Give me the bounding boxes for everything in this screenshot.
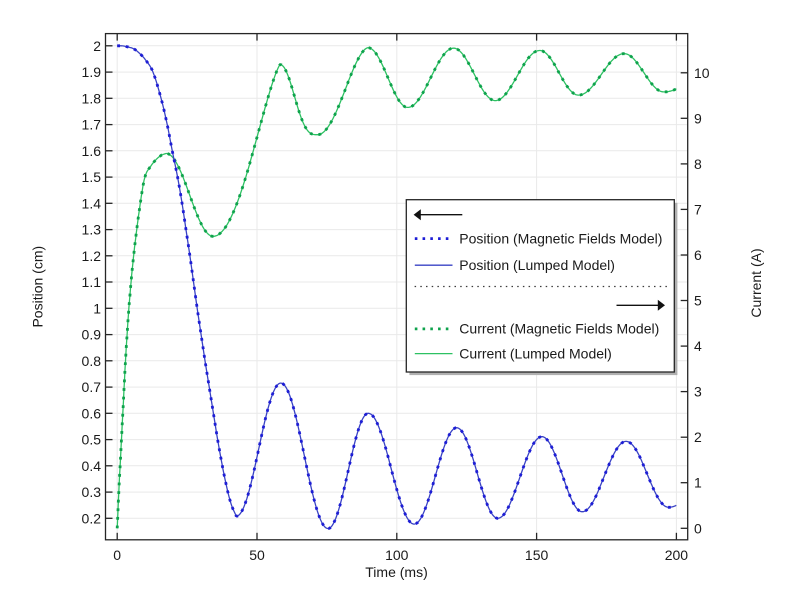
svg-text:2: 2 [93,38,101,54]
svg-text:Current (Magnetic Fields Model: Current (Magnetic Fields Model) [459,321,659,337]
svg-text:0.7: 0.7 [82,379,102,395]
svg-text:2: 2 [694,429,702,445]
svg-text:0.4: 0.4 [82,458,102,474]
svg-text:5: 5 [694,293,702,309]
svg-text:3: 3 [694,384,702,400]
svg-text:1.2: 1.2 [82,248,102,264]
svg-text:Position (Lumped Model): Position (Lumped Model) [459,257,615,273]
svg-text:0.3: 0.3 [82,484,102,500]
svg-text:7: 7 [694,201,702,217]
svg-text:Position (Magnetic Fields Mode: Position (Magnetic Fields Model) [459,231,662,247]
svg-text:0.9: 0.9 [82,327,102,343]
svg-text:0: 0 [694,520,702,536]
svg-text:1.8: 1.8 [82,90,102,106]
svg-text:4: 4 [694,338,702,354]
svg-text:100: 100 [385,547,409,563]
svg-text:1.3: 1.3 [82,222,102,238]
svg-text:1: 1 [93,300,101,316]
svg-text:Current (Lumped Model): Current (Lumped Model) [459,345,612,361]
svg-text:1.6: 1.6 [82,143,102,159]
svg-text:0.6: 0.6 [82,405,102,421]
svg-text:150: 150 [525,547,549,563]
svg-text:0.8: 0.8 [82,353,102,369]
svg-text:1.9: 1.9 [82,64,102,80]
svg-text:1.5: 1.5 [82,169,102,185]
svg-text:6: 6 [694,247,702,263]
svg-text:Position (cm): Position (cm) [30,246,46,328]
svg-text:1.4: 1.4 [82,195,102,211]
svg-text:8: 8 [694,156,702,172]
svg-text:Time (ms): Time (ms) [365,564,427,580]
svg-text:1: 1 [694,475,702,491]
svg-text:200: 200 [665,547,689,563]
svg-text:0: 0 [113,547,121,563]
svg-text:1.1: 1.1 [82,274,102,290]
svg-text:10: 10 [694,65,710,81]
svg-text:Current (A): Current (A) [748,248,764,317]
svg-text:0.2: 0.2 [82,510,102,526]
svg-text:9: 9 [694,110,702,126]
svg-text:0.5: 0.5 [82,432,102,448]
svg-text:1.7: 1.7 [82,117,102,133]
svg-text:50: 50 [249,547,265,563]
